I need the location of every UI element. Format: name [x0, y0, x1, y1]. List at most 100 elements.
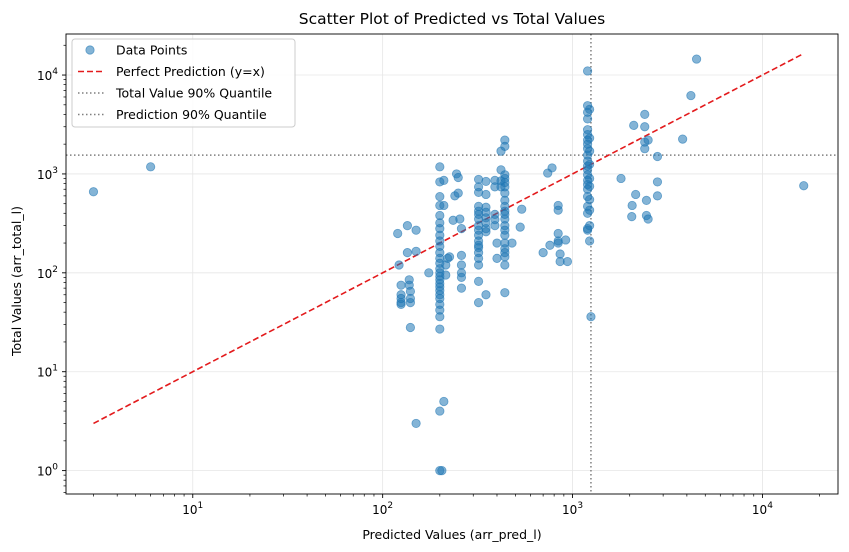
data-point [456, 260, 467, 270]
legend-label: Total Value 90% Quantile [115, 86, 272, 101]
legend-label: Prediction 90% Quantile [116, 107, 267, 122]
data-point [561, 235, 571, 245]
data-point [435, 162, 445, 172]
data-point [641, 195, 652, 205]
data-point [547, 163, 557, 173]
data-point [456, 224, 467, 234]
chart-title: Scatter Plot of Predicted vs Total Value… [299, 10, 606, 28]
legend-label: Data Points [116, 43, 187, 58]
data-point [88, 187, 99, 197]
legend: Data Points Perfect Prediction (y=x) Total… [71, 38, 296, 128]
plot-frame [65, 33, 839, 495]
data-point [585, 221, 595, 231]
data-point [500, 141, 510, 151]
data-point [545, 240, 555, 250]
data-point [616, 173, 626, 184]
data-point [473, 260, 484, 270]
data-point [146, 162, 156, 172]
data-point [424, 268, 434, 278]
data-point [585, 236, 595, 246]
data-point [652, 177, 663, 187]
data-point [538, 248, 548, 258]
data-point [640, 122, 650, 132]
data-point [411, 246, 421, 256]
data-point [411, 225, 421, 235]
data-point [456, 250, 467, 261]
data-point [396, 299, 406, 309]
perfect-prediction-line [93, 52, 805, 425]
data-point [582, 114, 593, 124]
data-point [402, 248, 413, 258]
data-point [444, 252, 455, 262]
data-point [553, 205, 563, 215]
data-point [631, 189, 641, 200]
data-points [88, 54, 809, 476]
data-point [799, 181, 809, 191]
data-point [627, 200, 637, 211]
data-point [643, 135, 653, 145]
data-point [437, 466, 447, 476]
data-point [455, 214, 465, 224]
data-point [481, 176, 491, 187]
data-point [517, 204, 527, 214]
data-point [435, 312, 445, 322]
data-point [492, 238, 502, 248]
data-point [435, 324, 445, 334]
perfect-prediction-line-group [93, 52, 805, 425]
data-point [435, 406, 445, 416]
data-point [643, 214, 653, 224]
y-axis-label: Total Values (arr_total_l) [9, 206, 24, 357]
data-point [500, 252, 510, 262]
data-point [555, 249, 565, 259]
data-point [640, 144, 650, 154]
data-point [507, 238, 517, 248]
data-point [585, 159, 595, 169]
data-point [481, 227, 491, 237]
data-point [439, 175, 449, 186]
legend-marker-data-points [85, 45, 95, 55]
data-point [585, 133, 595, 143]
data-point [515, 222, 525, 232]
data-point [652, 151, 663, 162]
data-point [481, 189, 491, 200]
data-point [492, 253, 502, 263]
data-point [500, 288, 510, 298]
data-point [435, 191, 445, 202]
data-point [439, 200, 449, 211]
data-point [441, 270, 451, 280]
data-point [691, 54, 702, 64]
data-point [627, 212, 637, 222]
data-point [439, 396, 449, 407]
data-point [394, 260, 404, 270]
data-point [586, 312, 596, 322]
legend-label: Perfect Prediction (y=x) [116, 64, 265, 79]
data-point [629, 120, 639, 130]
data-point [585, 104, 595, 114]
data-point [582, 66, 593, 76]
data-point [562, 256, 573, 267]
data-point [678, 134, 688, 144]
data-point [686, 90, 696, 101]
data-point [481, 290, 491, 300]
data-point [585, 205, 595, 215]
legend-box [71, 38, 296, 128]
data-point [456, 272, 467, 282]
data-point [456, 283, 467, 293]
data-point [453, 188, 463, 198]
data-point [585, 181, 595, 191]
data-point [473, 276, 484, 286]
data-point [405, 322, 416, 333]
data-point [405, 297, 416, 308]
data-point [490, 221, 500, 231]
data-point [393, 228, 403, 239]
data-point [473, 297, 484, 308]
data-point [500, 260, 510, 270]
data-point [396, 280, 406, 290]
data-point [500, 230, 510, 240]
x-axis-label: Predicted Values (arr_pred_l) [362, 527, 541, 542]
data-point [411, 418, 421, 429]
data-point [453, 172, 463, 183]
data-point [585, 146, 595, 156]
data-point [585, 173, 595, 184]
